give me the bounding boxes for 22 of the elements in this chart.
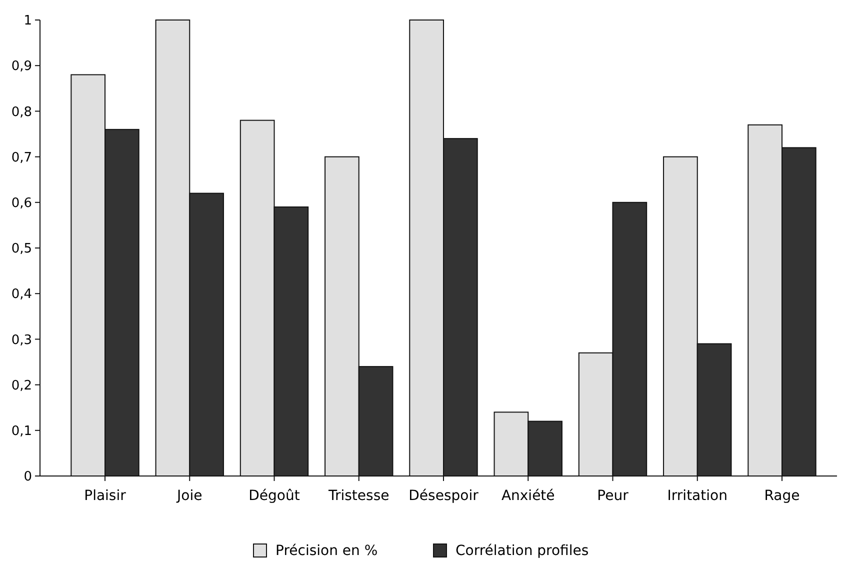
x-tick-label: Anxiété: [501, 488, 555, 504]
y-tick-label: 1: [24, 14, 32, 29]
x-tick-label: Peur: [597, 488, 629, 504]
x-tick-label: Désespoir: [408, 488, 479, 504]
y-tick-label: 0: [24, 470, 32, 485]
x-tick-label: Plaisir: [84, 488, 126, 504]
x-tick-label: Joie: [176, 488, 202, 504]
y-tick-label: 0,6: [11, 196, 32, 211]
y-tick-label: 0,4: [11, 287, 32, 302]
legend-label: Corrélation profiles: [456, 542, 589, 559]
y-tick-label: 0,1: [11, 424, 32, 439]
y-tick-label: 0,8: [11, 104, 32, 120]
y-tick-label: 0,9: [11, 59, 32, 74]
y-tick-label: 0,7: [11, 150, 32, 166]
x-tick-label: Tristesse: [328, 488, 390, 504]
y-tick-label: 0,2: [11, 378, 32, 394]
x-tick-label: Dégoût: [248, 488, 300, 504]
x-tick-label: Rage: [764, 488, 800, 504]
x-tick-label: Irritation: [667, 488, 728, 504]
y-tick-label: 0,3: [11, 332, 32, 348]
legend-label: Précision en %: [276, 542, 378, 559]
y-tick-label: 0,5: [11, 242, 32, 257]
